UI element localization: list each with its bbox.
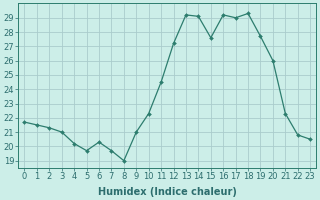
X-axis label: Humidex (Indice chaleur): Humidex (Indice chaleur) [98,187,237,197]
